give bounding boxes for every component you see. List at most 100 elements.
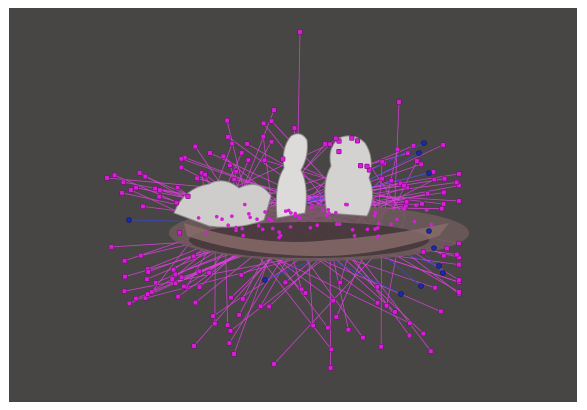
camera-marker[interactable] — [145, 269, 151, 275]
camera-marker[interactable] — [119, 190, 125, 196]
camera-marker[interactable] — [336, 149, 342, 155]
camera-marker[interactable] — [384, 303, 390, 309]
camera-marker[interactable] — [394, 146, 401, 152]
reconstructed-mesh[interactable] — [169, 133, 469, 261]
selected-camera-marker[interactable] — [421, 140, 427, 146]
camera-marker[interactable] — [181, 283, 187, 289]
camera-marker[interactable] — [330, 297, 336, 304]
camera-marker[interactable] — [322, 141, 328, 147]
camera-marker[interactable] — [173, 280, 179, 286]
camera-marker[interactable] — [407, 320, 413, 326]
camera-marker[interactable] — [226, 340, 232, 346]
camera-marker[interactable] — [240, 296, 246, 302]
camera-marker[interactable] — [333, 135, 339, 142]
camera-marker[interactable] — [337, 279, 343, 286]
selected-camera-marker[interactable] — [262, 277, 268, 283]
camera-marker[interactable] — [456, 289, 462, 295]
camera-marker[interactable] — [206, 270, 212, 276]
camera-marker[interactable] — [360, 335, 366, 341]
camera-marker[interactable] — [439, 206, 445, 212]
camera-marker[interactable] — [231, 351, 237, 357]
camera-marker[interactable] — [456, 277, 462, 283]
camera-marker[interactable] — [456, 240, 462, 246]
camera-marker[interactable] — [227, 328, 234, 334]
camera-marker[interactable] — [145, 291, 151, 297]
camera-marker[interactable] — [122, 258, 128, 264]
selected-camera-marker[interactable] — [431, 245, 437, 251]
camera-marker[interactable] — [425, 191, 431, 197]
camera-marker[interactable] — [153, 280, 159, 286]
camera-marker[interactable] — [133, 185, 139, 191]
camera-marker[interactable] — [192, 144, 198, 150]
camera-marker[interactable] — [207, 150, 213, 156]
camera-marker[interactable] — [441, 253, 447, 259]
camera-marker[interactable] — [405, 150, 411, 156]
camera-marker[interactable] — [202, 172, 208, 178]
camera-marker[interactable] — [396, 99, 402, 105]
camera-marker[interactable] — [297, 29, 303, 35]
camera-marker[interactable] — [378, 344, 384, 350]
selected-camera-marker[interactable] — [418, 283, 424, 289]
camera-marker[interactable] — [191, 253, 197, 259]
camera-marker[interactable] — [268, 139, 275, 145]
camera-marker[interactable] — [229, 140, 235, 147]
camera-marker[interactable] — [108, 244, 114, 250]
camera-marker[interactable] — [231, 176, 237, 182]
camera-marker[interactable] — [233, 169, 239, 175]
selected-camera-marker[interactable] — [440, 270, 446, 276]
3d-viewport[interactable] — [9, 8, 577, 402]
camera-marker[interactable] — [112, 172, 118, 178]
camera-marker[interactable] — [456, 171, 462, 177]
camera-marker[interactable] — [122, 274, 128, 280]
camera-marker[interactable] — [302, 290, 309, 296]
camera-marker[interactable] — [185, 193, 191, 199]
camera-marker[interactable] — [291, 125, 298, 131]
camera-marker[interactable] — [441, 201, 447, 207]
scene-canvas[interactable] — [9, 8, 577, 402]
camera-marker[interactable] — [191, 343, 197, 349]
camera-marker[interactable] — [454, 252, 460, 258]
camera-marker[interactable] — [239, 150, 245, 156]
camera-marker[interactable] — [120, 179, 126, 185]
camera-marker[interactable] — [225, 134, 231, 140]
selected-camera-marker[interactable] — [426, 228, 432, 234]
camera-marker[interactable] — [266, 303, 272, 310]
camera-marker[interactable] — [140, 203, 146, 209]
camera-marker[interactable] — [194, 175, 200, 181]
camera-marker[interactable] — [171, 267, 177, 273]
camera-marker[interactable] — [358, 163, 364, 169]
camera-marker[interactable] — [228, 294, 234, 301]
camera-marker[interactable] — [157, 187, 163, 193]
camera-marker[interactable] — [175, 294, 181, 300]
camera-marker[interactable] — [104, 175, 110, 181]
camera-marker[interactable] — [438, 308, 444, 315]
camera-marker[interactable] — [210, 313, 216, 319]
camera-marker[interactable] — [149, 289, 155, 295]
camera-marker[interactable] — [236, 312, 242, 318]
selected-camera-marker[interactable] — [416, 150, 422, 156]
camera-marker[interactable] — [121, 288, 128, 294]
camera-marker[interactable] — [428, 348, 434, 354]
camera-marker[interactable] — [444, 245, 450, 251]
camera-marker[interactable] — [456, 198, 462, 204]
camera-marker[interactable] — [406, 332, 412, 339]
camera-marker[interactable] — [172, 271, 178, 277]
camera-marker[interactable] — [441, 189, 447, 196]
camera-marker[interactable] — [328, 346, 334, 352]
camera-marker[interactable] — [364, 163, 370, 169]
camera-marker[interactable] — [225, 322, 231, 328]
camera-marker[interactable] — [126, 300, 132, 307]
camera-marker[interactable] — [440, 142, 446, 148]
camera-marker[interactable] — [261, 157, 268, 163]
camera-marker[interactable] — [325, 325, 331, 331]
camera-marker[interactable] — [404, 199, 410, 205]
camera-marker[interactable] — [268, 118, 275, 124]
camera-marker[interactable] — [392, 309, 398, 315]
camera-marker[interactable] — [156, 194, 162, 200]
camera-marker[interactable] — [271, 361, 277, 367]
camera-marker[interactable] — [271, 107, 277, 113]
camera-marker[interactable] — [245, 157, 251, 163]
camera-marker[interactable] — [431, 177, 437, 183]
camera-marker[interactable] — [133, 296, 139, 302]
selected-camera-marker[interactable] — [126, 217, 132, 223]
